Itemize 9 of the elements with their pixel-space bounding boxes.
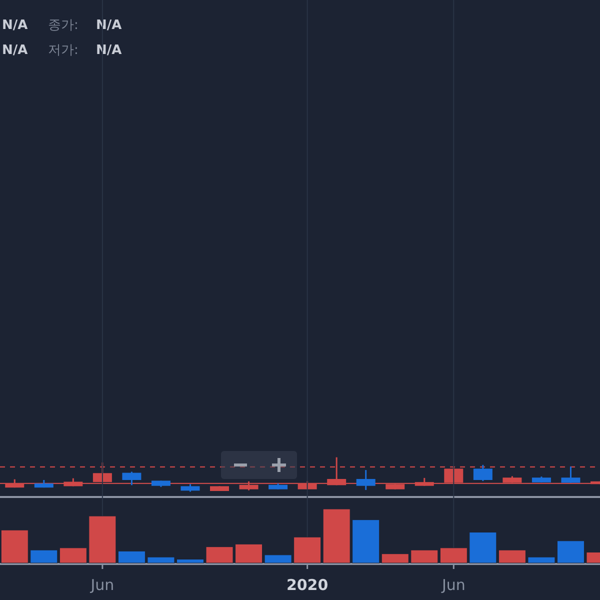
text: N/A: [2, 43, 28, 58]
text: N/A: [96, 43, 122, 58]
text: N/A: [2, 18, 28, 33]
x-tick-label: Jun: [90, 576, 114, 594]
x-tick-label: Jun: [440, 576, 466, 594]
text: 저가:: [48, 43, 78, 58]
x-tick-label: 2020: [286, 576, 328, 594]
text: 종가:: [48, 18, 78, 33]
text: N/A: [96, 18, 122, 33]
